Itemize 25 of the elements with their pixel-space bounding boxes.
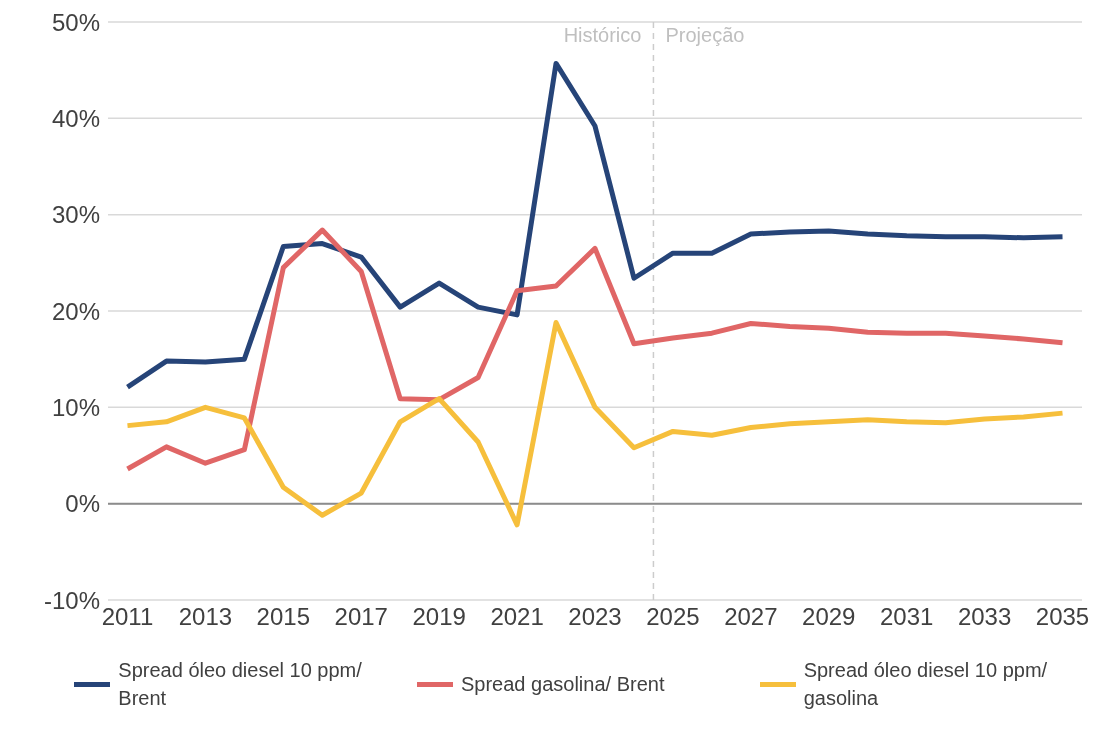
y-tick-label: 30% <box>51 201 100 229</box>
legend-label: Spread óleo diesel 10 ppm/ Brent <box>118 658 363 711</box>
x-tick-label: 2017 <box>334 603 388 631</box>
x-tick-label: 2031 <box>879 603 934 631</box>
legend-label: Spread gasolina/ Brent <box>460 672 666 697</box>
x-tick-label: 2025 <box>646 603 700 631</box>
x-tick-label: 2035 <box>1035 603 1090 631</box>
x-tick-label: 2015 <box>256 603 311 631</box>
x-tick-label: 2021 <box>490 603 544 631</box>
x-tick-label: 2029 <box>802 603 856 631</box>
x-tick-label: 2027 <box>724 603 778 631</box>
x-tick-label: 2023 <box>568 603 622 631</box>
y-tick-label: 20% <box>51 297 100 325</box>
annotation: Projeção <box>665 24 745 46</box>
y-tick-label: 10% <box>51 393 100 421</box>
y-tick-label: 0% <box>65 490 100 518</box>
x-tick-label: 2013 <box>178 603 233 631</box>
y-tick-label: 50% <box>51 8 100 36</box>
annotation: Histórico <box>563 24 642 46</box>
legend-label: Spread óleo diesel 10 ppm/ gasolina <box>803 658 1049 711</box>
x-tick-label: 2011 <box>101 603 154 631</box>
y-tick-label: 40% <box>51 104 100 132</box>
x-tick-label: 2019 <box>412 603 466 631</box>
x-tick-label: 2033 <box>957 603 1012 631</box>
y-tick-label: -10% <box>43 586 100 614</box>
